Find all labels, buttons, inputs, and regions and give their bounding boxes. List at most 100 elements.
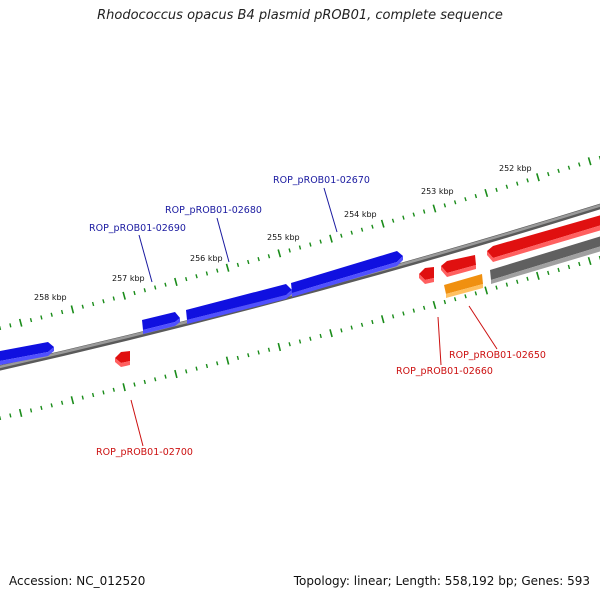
upper-tick [298, 245, 302, 250]
lower-tick [536, 271, 540, 280]
lower-tick [50, 403, 53, 408]
upper-tick [412, 212, 416, 217]
lower-tick [340, 328, 343, 333]
gene-02680[interactable] [186, 284, 292, 324]
lower-tick [267, 347, 271, 352]
lower-tick [402, 311, 405, 316]
pseudogene-grey[interactable] [490, 235, 600, 284]
gene-labels: ROP_pROB01-02670 ROP_pROB01-02680 ROP_pR… [89, 175, 546, 458]
upper-tick-row [0, 155, 600, 331]
lower-tick [122, 383, 126, 392]
gene-02650[interactable] [444, 274, 483, 298]
lower-tick [164, 374, 167, 379]
upper-tick [309, 242, 312, 247]
lower-tick [277, 342, 282, 352]
kbp-label-253: 253 kbp [421, 187, 454, 196]
lower-tick [474, 291, 478, 296]
upper-tick [267, 254, 271, 259]
gene-label-02680[interactable]: ROP_pROB01-02680 [165, 205, 262, 216]
leader-line-02690 [138, 234, 153, 283]
lower-tick [70, 396, 75, 405]
lower-tick [216, 361, 219, 366]
upper-tick [391, 218, 395, 223]
lower-tick [185, 369, 188, 374]
lower-tick [247, 353, 250, 358]
upper-tick [122, 291, 126, 300]
forward-genes [0, 251, 403, 366]
lower-tick [526, 276, 529, 281]
upper-tick [81, 304, 84, 309]
gene-02690[interactable] [142, 312, 180, 334]
leader-line-02700 [130, 399, 144, 447]
upper-tick [484, 188, 489, 198]
lower-tick [0, 415, 2, 421]
upper-tick [505, 184, 509, 189]
gene-label-02690[interactable]: ROP_pROB01-02690 [89, 223, 186, 234]
upper-tick [247, 259, 250, 265]
lower-tick [288, 342, 291, 347]
lower-tick [309, 336, 312, 341]
lower-tick [81, 395, 84, 400]
lower-tick [464, 294, 467, 299]
upper-tick [495, 187, 498, 192]
upper-tick [0, 325, 2, 331]
upper-tick [474, 194, 478, 199]
upper-tick [340, 233, 343, 238]
accession-text: Accession: NC_012520 [9, 574, 146, 588]
lower-tick [133, 382, 136, 387]
upper-tick [464, 197, 467, 202]
lower-tick [40, 405, 43, 410]
upper-tick [422, 209, 426, 214]
upper-tick [350, 230, 353, 235]
gene-left-partial[interactable] [0, 342, 54, 366]
upper-tick [288, 248, 291, 253]
lower-tick [371, 319, 374, 325]
upper-tick [9, 323, 12, 328]
map-title: Rhodococcus opacus B4 plasmid pROB01, co… [97, 8, 503, 23]
upper-tick [547, 171, 550, 177]
lower-tick [495, 285, 498, 290]
upper-tick [567, 165, 571, 170]
upper-tick [277, 249, 282, 258]
lower-tick [60, 400, 64, 405]
lower-tick [453, 297, 457, 302]
lower-tick [443, 299, 447, 305]
gene-02700[interactable] [115, 351, 130, 367]
upper-tick [443, 203, 447, 208]
lower-tick [154, 377, 157, 382]
lower-tick [557, 267, 560, 273]
leader-lines [130, 187, 498, 447]
upper-tick [164, 282, 167, 287]
upper-tick [91, 301, 95, 307]
lower-tick [102, 390, 105, 395]
kbp-label-257: 257 kbp [112, 274, 145, 283]
gene-02660-small[interactable] [419, 267, 434, 284]
upper-tick [40, 315, 43, 320]
lower-tick [143, 379, 146, 385]
lower-tick-row [0, 255, 600, 421]
upper-tick [205, 271, 209, 276]
lower-tick [567, 264, 571, 270]
gene-02660[interactable] [441, 255, 476, 277]
gene-label-02700[interactable]: ROP_pROB01-02700 [96, 447, 193, 458]
gene-label-02650[interactable]: ROP_pROB01-02650 [449, 350, 546, 361]
lower-tick [432, 300, 437, 310]
lower-tick [360, 322, 364, 327]
upper-tick [60, 309, 64, 315]
gene-02640[interactable] [487, 214, 600, 262]
gene-label-02660[interactable]: ROP_pROB01-02660 [396, 366, 493, 377]
lower-tick [18, 408, 23, 417]
lower-tick [516, 279, 519, 284]
gene-02670[interactable] [291, 251, 403, 297]
kbp-label-252: 252 kbp [499, 164, 532, 173]
kbp-labels: 252 kbp 253 kbp 254 kbp 255 kbp 256 kbp 257 k… [34, 164, 532, 302]
upper-tick [70, 305, 75, 314]
upper-tick [526, 178, 529, 183]
gene-label-02670[interactable]: ROP_pROB01-02670 [273, 175, 370, 186]
lower-tick [578, 261, 581, 267]
lower-tick [29, 408, 33, 413]
upper-tick [195, 274, 198, 279]
upper-tick [18, 318, 23, 327]
upper-tick [578, 162, 581, 167]
